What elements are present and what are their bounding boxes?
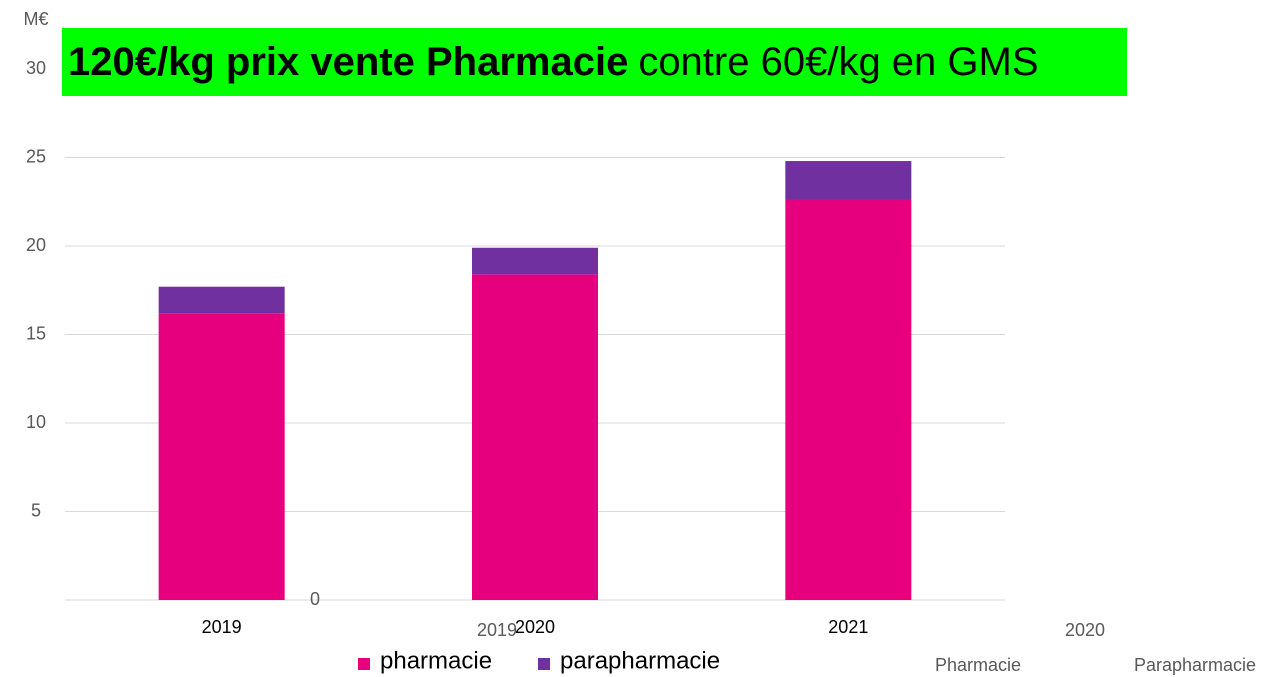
y-axis-label: M€ — [23, 9, 48, 29]
stray-label: 2020 — [1065, 620, 1105, 640]
legend-swatch — [538, 658, 550, 670]
title-background — [62, 28, 1127, 96]
bar-segment — [785, 161, 912, 200]
bar-segment — [472, 247, 598, 275]
y-tick-label: 5 — [31, 500, 41, 520]
title-bold: 120€/kg prix vente Pharmacie — [68, 40, 628, 84]
y-tick-label: 30 — [26, 58, 46, 78]
y-tick-label: 0 — [310, 589, 320, 609]
chart-title: 120€/kg prix vente Pharmacie contre 60€/k… — [68, 40, 1039, 84]
x-tick-label: 2020 — [515, 617, 555, 637]
bar-segment — [785, 199, 912, 601]
title-rest: contre 60€/kg en GMS — [638, 40, 1038, 84]
legend-swatch — [358, 658, 370, 670]
y-tick-label: 10 — [26, 412, 46, 432]
y-tick-label: 15 — [26, 323, 46, 343]
x-tick-label: 2019 — [202, 617, 242, 637]
stray-label: 2019 — [477, 620, 517, 640]
bar-segment — [158, 286, 285, 314]
legend-label: pharmacie — [380, 647, 492, 674]
y-tick-label: 25 — [26, 146, 46, 166]
y-tick-label: 20 — [26, 235, 46, 255]
x-tick-label: 2021 — [828, 617, 868, 637]
bar-segment — [158, 313, 285, 600]
stray-label: Parapharmacie — [1134, 655, 1256, 675]
legend-label: parapharmacie — [560, 647, 720, 674]
bar-segment — [472, 274, 598, 600]
stray-label: Pharmacie — [935, 655, 1021, 675]
